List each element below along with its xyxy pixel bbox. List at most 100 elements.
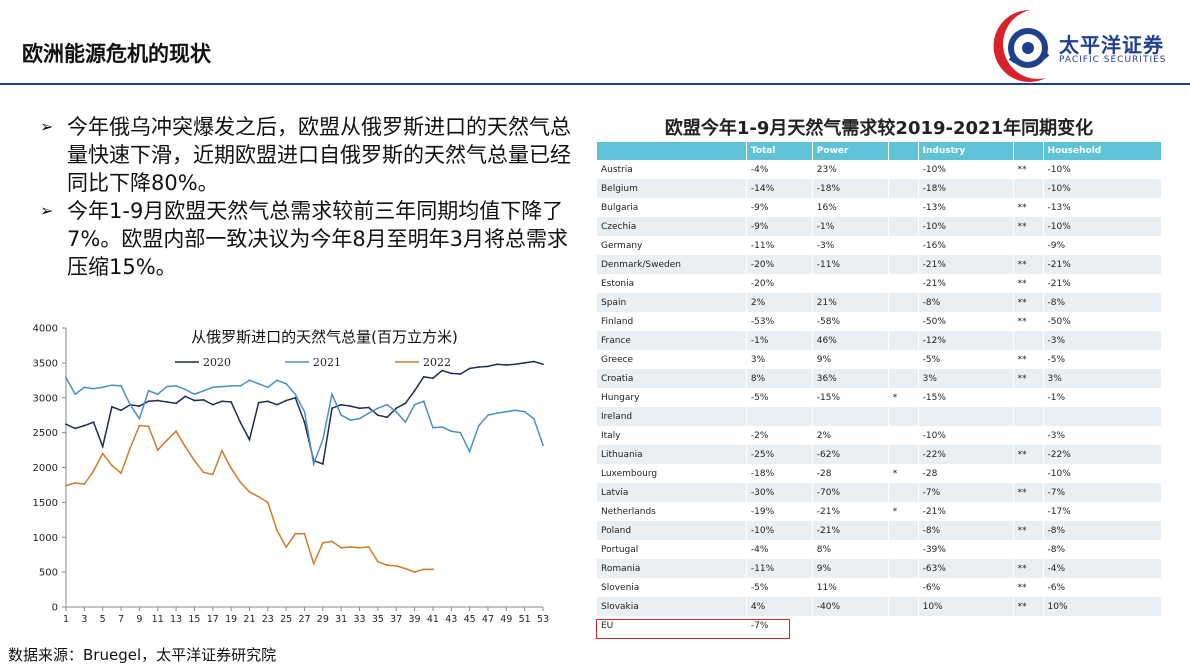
value-cell: -4% — [745, 160, 813, 179]
x-tick-label: 21 — [243, 614, 255, 625]
data-point — [266, 386, 269, 389]
value-cell: 2% — [811, 426, 889, 445]
country-cell: Spain — [596, 293, 747, 312]
value-cell: -10% — [1042, 217, 1161, 236]
data-point — [211, 403, 214, 406]
table-row: Estonia -20% -21% ** -21% — [596, 274, 1161, 293]
legend-label: 2021 — [313, 356, 341, 369]
value-cell — [917, 407, 1014, 426]
logo-name-en: PACIFIC SECURITIES — [1059, 55, 1167, 65]
data-point — [386, 403, 388, 406]
value-cell — [887, 236, 919, 255]
value-cell: -39% — [917, 540, 1014, 559]
value-cell: -70% — [811, 483, 889, 502]
data-point — [285, 546, 288, 548]
data-point — [156, 449, 159, 451]
value-cell: ** — [1012, 160, 1044, 179]
x-tick-label: 15 — [188, 614, 200, 625]
value-cell: -18% — [917, 179, 1014, 198]
data-point — [175, 430, 177, 433]
value-cell: 16% — [811, 198, 889, 217]
data-point — [74, 393, 77, 396]
value-cell: -13% — [1042, 198, 1161, 217]
value-cell — [887, 179, 919, 198]
country-cell: Belgium — [596, 179, 747, 198]
value-cell: -10% — [745, 521, 813, 540]
x-tick-label: 7 — [118, 614, 124, 625]
data-point — [523, 361, 526, 364]
y-tick-label: 0 — [52, 603, 58, 614]
value-cell: 36% — [811, 369, 889, 388]
table-row: Croatia 8% 36% 3% ** 3% — [596, 369, 1161, 388]
data-point — [450, 372, 453, 375]
value-cell: -28 — [811, 464, 889, 483]
value-cell: 8% — [811, 540, 889, 559]
title-divider — [0, 83, 1190, 85]
data-point — [468, 450, 471, 453]
data-point — [129, 447, 132, 449]
value-cell: -2% — [745, 426, 813, 445]
data-point — [514, 363, 517, 366]
data-point — [266, 501, 269, 504]
data-point — [367, 546, 370, 548]
data-point — [147, 389, 150, 392]
value-cell: -3% — [1042, 426, 1161, 445]
table-header-cell: Industry — [917, 142, 1014, 160]
value-cell — [887, 540, 919, 559]
table-row: Greece 3% 9% -5% ** -5% — [596, 350, 1161, 369]
value-cell: -5% — [1042, 350, 1161, 369]
value-cell: -1% — [745, 331, 813, 350]
bullet-text: 今年1-9月欧盟天然气总需求较前三年同期均值下降了7%。欧盟内部一致决议为今年8… — [67, 199, 569, 279]
value-cell: -6% — [1042, 578, 1161, 597]
value-cell: -15% — [917, 388, 1014, 407]
value-cell: -58% — [811, 312, 889, 331]
data-point — [147, 400, 150, 403]
data-point — [166, 385, 168, 388]
x-tick-label: 17 — [207, 614, 219, 625]
country-cell: Luxembourg — [596, 464, 747, 483]
bullet-item: ➢ 今年俄乌冲突爆发之后，欧盟从俄罗斯进口的天然气总量快速下滑，近期欧盟进口自俄… — [40, 113, 585, 197]
data-point — [230, 384, 233, 387]
value-cell — [1012, 407, 1044, 426]
value-cell: ** — [1012, 445, 1044, 464]
value-cell — [1012, 540, 1044, 559]
data-point — [120, 472, 122, 474]
data-point — [184, 395, 187, 398]
country-cell: Estonia — [596, 274, 747, 293]
data-point — [395, 410, 398, 413]
x-tick-label: 13 — [170, 614, 182, 625]
value-cell — [887, 597, 919, 616]
x-tick-label: 33 — [353, 614, 365, 625]
data-point — [202, 471, 205, 474]
value-cell: -21% — [811, 502, 889, 521]
value-cell: -9% — [745, 217, 813, 236]
value-cell: 10% — [917, 597, 1014, 616]
value-cell: -50% — [917, 312, 1014, 331]
data-point — [532, 360, 535, 363]
table-row: EU -7% — [596, 616, 1161, 635]
value-cell: -5% — [745, 388, 813, 407]
series-line-2022 — [65, 424, 433, 573]
data-point — [358, 546, 361, 549]
data-point — [542, 363, 544, 366]
value-cell: -7% — [917, 483, 1014, 502]
value-cell: 4% — [745, 597, 813, 616]
value-cell: -17% — [1042, 502, 1161, 521]
value-cell: -20% — [745, 274, 813, 293]
data-point — [349, 405, 352, 408]
value-cell — [811, 616, 889, 635]
data-point — [175, 402, 177, 405]
value-cell: ** — [1012, 217, 1044, 236]
value-cell: ** — [1012, 350, 1044, 369]
value-cell: ** — [1012, 312, 1044, 331]
data-point — [248, 491, 251, 493]
country-cell: Slovenia — [596, 578, 747, 597]
value-cell: 8% — [745, 369, 813, 388]
value-cell: -10% — [917, 217, 1014, 236]
value-cell — [1012, 464, 1044, 483]
value-cell — [887, 369, 919, 388]
country-cell: Austria — [596, 160, 747, 179]
data-point — [487, 414, 489, 417]
data-point — [303, 532, 306, 535]
data-point — [358, 417, 361, 420]
